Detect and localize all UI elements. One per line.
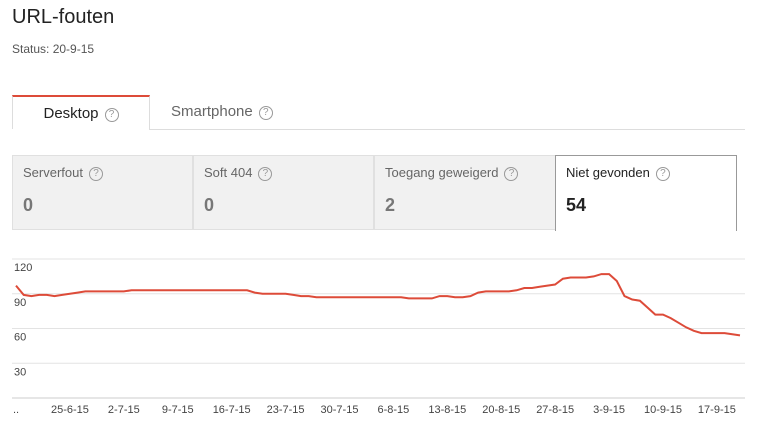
y-tick-label: 90 <box>14 297 26 309</box>
card-label: Toegang geweigerd <box>385 165 499 180</box>
x-tick-label: 6-8-15 <box>378 404 410 416</box>
x-tick-label: 27-8-15 <box>536 404 574 416</box>
page-title: URL-fouten <box>12 6 115 28</box>
card-value: 54 <box>566 195 587 215</box>
card-label: Niet gevonden <box>566 165 650 180</box>
x-tick-label: 17-9-15 <box>698 404 736 416</box>
x-tick-label: 30-7-15 <box>321 404 359 416</box>
help-icon[interactable]: ? <box>104 108 119 122</box>
y-tick-label: 30 <box>14 366 26 378</box>
x-tick-label: 23-7-15 <box>267 404 305 416</box>
card-label: Soft 404 <box>204 165 253 180</box>
tab[interactable]: Smartphone? <box>171 95 273 129</box>
help-icon[interactable]: ? <box>655 167 670 181</box>
y-tick-label: 120 <box>14 262 32 274</box>
x-tick-label: 13-8-15 <box>428 404 466 416</box>
card[interactable]: Soft 404? 0 <box>193 155 374 230</box>
x-tick-label: 16-7-15 <box>213 404 251 416</box>
card-label: Serverfout <box>23 165 83 180</box>
help-icon[interactable]: ? <box>504 167 519 181</box>
x-tick-label: 9-7-15 <box>162 404 194 416</box>
x-tick-label: .. <box>13 404 19 416</box>
x-tick-label: 3-9-15 <box>593 404 625 416</box>
help-icon[interactable]: ? <box>88 167 103 181</box>
tab-divider <box>149 129 745 130</box>
chart: 30 60 90 120.. 25-6-15 2-7-15 9-7-15 16-7-15 23-… <box>12 258 745 416</box>
status: Status: 20-9-15 <box>12 42 95 56</box>
card-value: 2 <box>385 195 396 215</box>
card-value: 0 <box>204 195 215 215</box>
card-value: 0 <box>23 195 34 215</box>
x-tick-label: 25-6-15 <box>51 404 89 416</box>
y-tick-label: 60 <box>14 332 26 344</box>
card[interactable]: Toegang geweigerd? 2 <box>374 155 556 230</box>
x-tick-label: 20-8-15 <box>482 404 520 416</box>
help-icon[interactable]: ? <box>258 106 273 120</box>
tab[interactable]: Desktop? <box>12 95 150 129</box>
x-tick-label: 10-9-15 <box>644 404 682 416</box>
x-tick-label: 2-7-15 <box>108 404 140 416</box>
help-icon[interactable]: ? <box>258 167 273 181</box>
card[interactable]: Niet gevonden? 54 <box>555 155 737 231</box>
tab-label: Desktop <box>43 105 99 122</box>
card[interactable]: Serverfout? 0 <box>12 155 193 230</box>
tab-label: Smartphone <box>171 103 253 120</box>
data-line <box>15 273 741 337</box>
